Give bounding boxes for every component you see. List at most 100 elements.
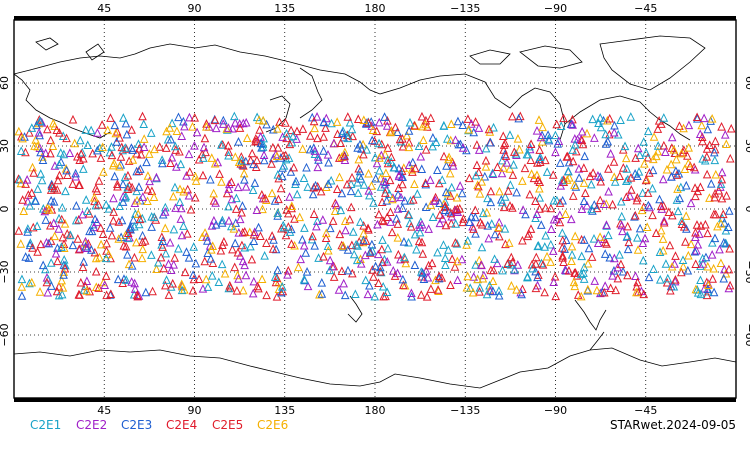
observation-marker (541, 203, 550, 212)
observation-marker (566, 119, 576, 128)
lon-tick-label-bottom: 90 (188, 404, 202, 417)
observation-marker (355, 139, 365, 149)
observation-marker (14, 226, 24, 235)
observation-marker (408, 157, 418, 167)
observation-marker (435, 218, 445, 228)
observation-marker (52, 286, 62, 296)
observation-marker (313, 152, 323, 161)
observation-marker (527, 169, 536, 178)
observation-marker (675, 121, 684, 130)
observation-marker (86, 125, 96, 135)
observation-marker (229, 223, 239, 233)
observation-marker (292, 189, 302, 199)
observation-marker (579, 163, 589, 172)
observation-marker (58, 232, 68, 242)
observation-marker (568, 145, 577, 154)
observation-marker (538, 122, 547, 132)
observation-marker (493, 162, 502, 172)
observation-marker (681, 237, 690, 246)
observation-marker (724, 264, 734, 274)
observation-marker (201, 274, 211, 284)
observation-marker (176, 159, 186, 169)
observation-marker (439, 240, 448, 249)
map-frame (13, 16, 737, 402)
observation-marker (337, 152, 347, 161)
observation-marker (75, 135, 85, 145)
observation-marker (134, 219, 144, 229)
observation-marker (338, 128, 347, 137)
observation-marker (683, 158, 693, 168)
observation-marker (623, 244, 633, 254)
lon-tick-label-top: −135 (450, 2, 480, 15)
observation-marker (262, 290, 271, 300)
observation-marker (273, 208, 283, 217)
observation-marker (380, 188, 390, 197)
observation-marker (517, 289, 526, 299)
observation-marker (484, 233, 494, 243)
observation-marker (676, 182, 686, 192)
observation-marker (678, 147, 688, 157)
observation-marker (172, 162, 181, 171)
observation-marker (593, 238, 603, 248)
observation-marker (319, 146, 328, 155)
observation-marker (579, 262, 589, 272)
observation-marker (116, 152, 126, 161)
observation-marker (190, 192, 200, 202)
observation-marker (643, 188, 653, 197)
observation-marker (322, 113, 331, 123)
legend-item-c2e4: C2E4 (166, 418, 198, 432)
observation-marker (33, 184, 43, 193)
canada-islands-coast (519, 45, 583, 69)
observation-marker (355, 166, 365, 176)
observation-marker (234, 274, 243, 283)
lon-tick-label-top: −90 (544, 2, 567, 15)
observation-marker (587, 204, 596, 214)
observation-marker (627, 185, 636, 194)
observation-marker (267, 231, 277, 240)
observation-marker (570, 139, 580, 149)
observation-marker (106, 289, 116, 298)
observation-marker (237, 207, 246, 217)
observation-marker (377, 139, 387, 149)
observation-marker (240, 260, 249, 270)
observation-marker (139, 119, 149, 129)
observation-marker (441, 201, 450, 210)
observation-marker (290, 240, 299, 250)
observation-marker (462, 240, 471, 249)
observation-marker (298, 124, 308, 133)
observation-marker (182, 247, 191, 256)
observation-marker (97, 120, 107, 129)
observation-marker (724, 206, 734, 215)
observation-marker (596, 122, 606, 132)
observation-marker (184, 149, 194, 159)
observation-marker (91, 200, 101, 210)
observation-marker (533, 272, 542, 282)
observation-marker (207, 271, 217, 280)
observation-marker (158, 242, 167, 251)
observation-marker (450, 262, 460, 271)
observation-marker (426, 284, 436, 293)
observation-marker (359, 235, 368, 245)
observation-marker (649, 264, 658, 273)
observation-marker (326, 223, 335, 233)
observation-marker (132, 237, 141, 247)
observation-marker (36, 239, 46, 249)
observation-marker (37, 175, 47, 185)
observation-marker (546, 203, 556, 213)
observation-marker (471, 212, 480, 222)
observation-marker (616, 115, 625, 125)
observation-marker (325, 255, 335, 265)
observation-marker (52, 125, 62, 135)
observation-marker (319, 251, 328, 261)
observation-marker (568, 156, 578, 166)
observation-marker (113, 179, 122, 188)
observation-marker (563, 166, 573, 176)
observation-marker (74, 180, 84, 190)
observation-marker (115, 133, 124, 142)
observation-marker (52, 185, 62, 194)
observation-marker (308, 231, 317, 241)
observation-marker (515, 144, 524, 154)
observation-marker (481, 143, 491, 153)
observation-marker (502, 158, 512, 167)
observation-marker (55, 128, 64, 137)
